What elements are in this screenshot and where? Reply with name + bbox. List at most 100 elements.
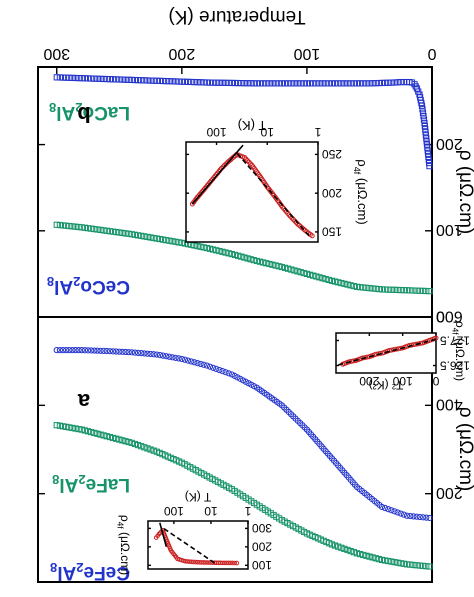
data-point [231, 79, 239, 87]
data-point [203, 560, 209, 565]
data-point [69, 74, 76, 81]
data-point [400, 560, 407, 567]
data-point [228, 371, 235, 378]
x-tick-label: 300 [43, 45, 70, 62]
fit-line [335, 338, 437, 367]
y-tick-label: 127.5 [440, 333, 470, 347]
data-point [156, 351, 164, 359]
data-point [131, 231, 139, 238]
data-point [97, 75, 104, 82]
data-point [109, 434, 117, 442]
data-point [230, 560, 235, 566]
data-point [212, 560, 217, 566]
data-point [235, 252, 242, 259]
data-point [331, 278, 339, 285]
data-point [272, 80, 279, 87]
data-point [172, 354, 179, 361]
data-point [116, 436, 123, 443]
data-point [372, 80, 379, 87]
data-point [122, 438, 129, 445]
data-point [103, 347, 110, 355]
x-tick-label: 1 [314, 125, 321, 139]
data-point [206, 363, 214, 370]
data-point [420, 116, 428, 123]
data-point [153, 351, 160, 358]
data-point [391, 79, 398, 86]
data-point [238, 253, 245, 260]
data-point [388, 79, 395, 86]
data-point [109, 348, 117, 355]
data-point [263, 260, 270, 267]
data-point [56, 347, 63, 354]
data-point [219, 368, 226, 375]
data-point [426, 514, 433, 522]
data-point [275, 80, 282, 87]
data-point [353, 283, 361, 290]
data-point [94, 430, 101, 437]
y-tick-label: 126.5 [440, 358, 470, 372]
data-point [419, 287, 427, 294]
data-point [128, 231, 135, 238]
x-tick-label: 100 [206, 125, 226, 139]
data-point [344, 80, 351, 87]
data-point [138, 77, 145, 84]
data-point [153, 77, 160, 84]
data-point [303, 80, 311, 87]
data-point [256, 258, 264, 265]
data-point [372, 285, 379, 292]
data-point [206, 245, 214, 252]
data-point [272, 262, 279, 269]
data-point [397, 286, 404, 294]
data-point [341, 545, 348, 552]
data-point [153, 535, 159, 540]
data-point [366, 285, 373, 292]
data-point [341, 280, 348, 287]
data-point [141, 350, 148, 357]
data-point [53, 347, 60, 354]
data-point [347, 547, 354, 555]
data-point [281, 264, 289, 271]
data-point [128, 76, 135, 84]
data-point [410, 287, 417, 294]
data-point [322, 275, 329, 283]
data-point [219, 248, 226, 255]
data-point [319, 80, 326, 87]
data-point [94, 75, 101, 82]
data-point [225, 79, 232, 86]
data-point [419, 109, 427, 116]
x-tick-label: 200 [168, 45, 195, 62]
data-point [197, 560, 203, 565]
data-point [363, 284, 370, 291]
data-point [356, 80, 364, 87]
data-point [241, 254, 248, 261]
data-point [407, 561, 414, 568]
data-point [210, 364, 217, 371]
series-a-0 [53, 422, 433, 570]
data-point [159, 236, 167, 243]
data-point [203, 362, 210, 369]
data-point [125, 438, 132, 446]
data-point [100, 227, 107, 234]
x-tick-label: 10 [204, 504, 218, 518]
data-point [391, 559, 398, 566]
data-point [322, 80, 329, 87]
data-point [223, 560, 229, 566]
data-point [191, 359, 198, 366]
x-tick-label: 100 [164, 504, 184, 518]
data-point [331, 542, 339, 549]
data-point [119, 348, 126, 355]
data-point [381, 79, 389, 86]
data-point [159, 352, 167, 359]
fit-line [191, 144, 244, 205]
data-point [288, 266, 295, 273]
data-point [291, 80, 298, 87]
data-point [397, 78, 404, 86]
data-point [88, 429, 95, 436]
series-name-label: CeCo2Al8 [47, 274, 130, 297]
data-point [410, 513, 417, 520]
data-point [56, 422, 63, 429]
data-point [391, 286, 398, 293]
data-point [400, 511, 407, 518]
data-point [106, 348, 114, 355]
data-point [395, 346, 401, 352]
